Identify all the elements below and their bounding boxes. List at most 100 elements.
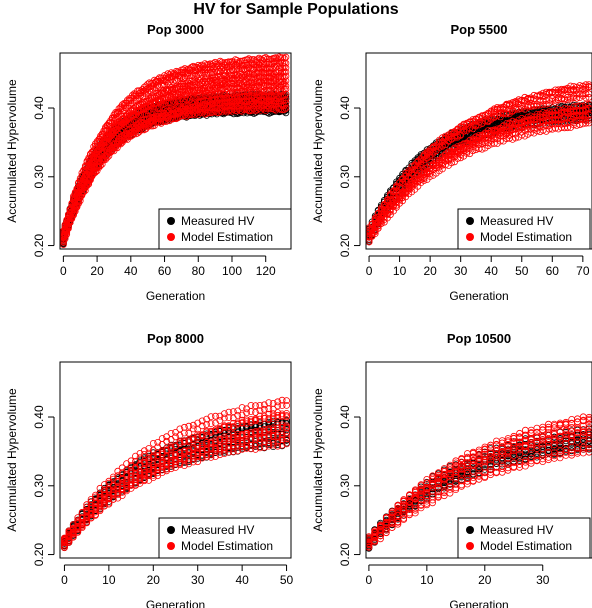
data-point: [579, 82, 587, 90]
data-point: [206, 98, 214, 106]
data-point: [235, 73, 243, 80]
data-point: [270, 87, 278, 94]
data-point: [124, 130, 131, 138]
data-point: [218, 58, 226, 66]
legend-label: Model Estimation: [181, 230, 273, 244]
data-point: [282, 82, 290, 90]
data-point: [233, 57, 241, 64]
panel-title: Pop 5500: [450, 22, 507, 37]
data-point: [490, 126, 498, 134]
data-point: [216, 95, 224, 103]
data-point: [243, 56, 251, 63]
data-point: [250, 71, 258, 79]
data-point: [196, 63, 204, 71]
data-point: [188, 63, 195, 71]
data-point: [564, 105, 571, 113]
data-point: [487, 126, 495, 134]
data-point: [166, 71, 174, 79]
data-point: [230, 90, 238, 98]
data-point: [548, 108, 556, 116]
data-point: [97, 137, 104, 145]
data-point: [73, 185, 81, 193]
data-point: [487, 107, 495, 115]
data-point: [228, 88, 236, 96]
data-point: [189, 62, 197, 70]
data-point: [493, 125, 501, 133]
data-point: [250, 56, 258, 63]
data-point: [576, 107, 584, 115]
data-point: [515, 96, 523, 104]
data-point: [524, 94, 532, 102]
data-point: [225, 76, 233, 84]
data-point: [368, 220, 376, 228]
data-point: [265, 97, 273, 105]
data-point: [380, 200, 388, 208]
data-point: [78, 169, 86, 177]
data-point: [198, 61, 206, 69]
x-tick-label: 80: [192, 264, 206, 278]
data-point: [243, 70, 251, 78]
data-point: [582, 101, 590, 108]
data-marks: [60, 53, 290, 249]
panel-title: Pop 3000: [147, 22, 204, 37]
data-point: [203, 61, 211, 68]
data-point: [225, 63, 233, 71]
data-point: [137, 87, 145, 95]
data-point: [98, 142, 106, 150]
data-point: [225, 80, 233, 87]
data-point: [142, 120, 150, 128]
data-point: [576, 121, 584, 129]
data-point: [408, 166, 416, 174]
data-point: [475, 114, 483, 121]
data-point: [282, 53, 290, 61]
data-point: [181, 73, 189, 81]
data-point: [171, 84, 179, 92]
data-point: [533, 111, 541, 118]
data-point: [252, 107, 260, 115]
data-point: [124, 112, 131, 120]
data-point: [231, 99, 239, 107]
data-point: [260, 101, 268, 109]
data-point: [503, 101, 510, 109]
data-point: [176, 68, 184, 76]
data-point: [274, 55, 281, 63]
data-point: [152, 77, 160, 85]
data-point: [582, 117, 590, 124]
data-point: [252, 57, 260, 64]
data-point: [209, 91, 217, 99]
data-point: [152, 113, 160, 120]
data-point: [280, 92, 288, 99]
data-point: [65, 215, 72, 223]
data-point: [371, 215, 379, 223]
data-point: [76, 177, 84, 185]
data-point: [460, 140, 468, 148]
data-point: [262, 92, 270, 100]
x-tick-label: 100: [222, 264, 242, 278]
x-tick-label: 20: [90, 264, 104, 278]
y-tick-label: 0.30: [32, 165, 46, 189]
data-point: [245, 102, 253, 109]
data-point: [142, 102, 150, 109]
data-point: [236, 57, 244, 65]
data-point: [140, 87, 148, 95]
data-point: [213, 75, 221, 82]
legend-marker: [167, 233, 175, 241]
data-point: [179, 66, 187, 73]
data-point: [115, 105, 123, 112]
data-point: [100, 127, 108, 135]
data-point: [260, 54, 268, 62]
data-point: [426, 148, 434, 156]
data-point: [71, 188, 79, 196]
x-tick-label: 0: [366, 264, 373, 278]
data-point: [253, 56, 261, 63]
data-marks: [366, 81, 592, 246]
data-point: [414, 157, 422, 165]
data-point: [417, 158, 425, 165]
data-point: [506, 100, 513, 107]
data-point: [179, 104, 187, 111]
